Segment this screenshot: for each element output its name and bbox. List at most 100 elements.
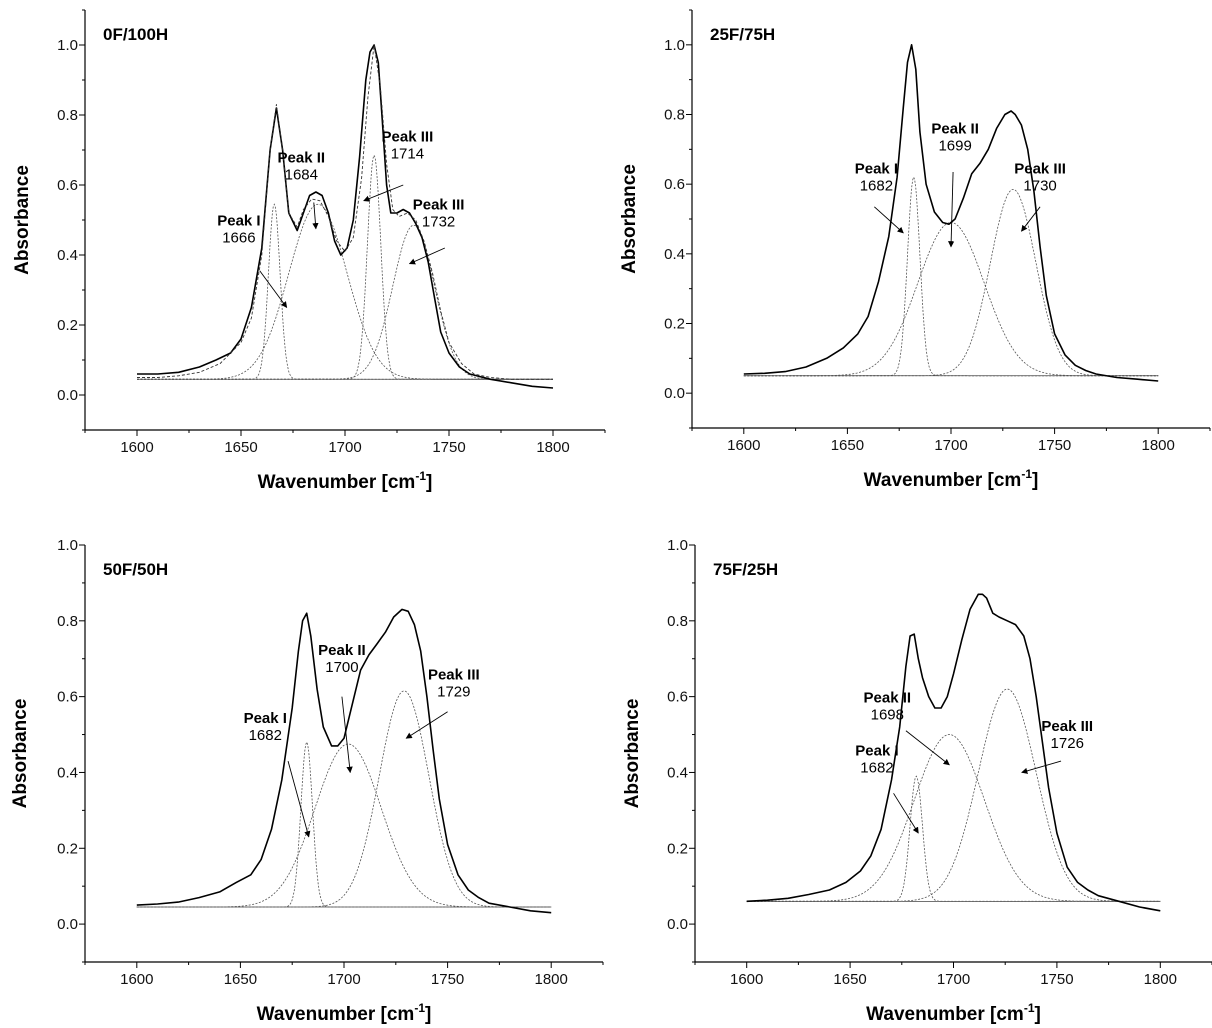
peak-label-wavenumber: 1666 bbox=[222, 229, 255, 246]
y-tick-label: 1.0 bbox=[667, 537, 688, 554]
y-tick-label: 0.2 bbox=[664, 316, 685, 333]
x-axis-title: Wavenumber [cm-1] bbox=[864, 467, 1039, 491]
peak-label-name: Peak I bbox=[244, 710, 287, 727]
measured-curve bbox=[136, 608, 552, 914]
x-tick-label: 1600 bbox=[730, 971, 763, 988]
x-tick-label: 1650 bbox=[224, 439, 257, 456]
y-tick-label: 0.0 bbox=[664, 385, 685, 402]
peak-label-name: Peak III bbox=[1014, 161, 1066, 178]
y-tick-label: 1.0 bbox=[664, 37, 685, 54]
y-tick-label: 0.8 bbox=[57, 613, 78, 630]
panel-title: 25F/75H bbox=[710, 25, 775, 44]
x-tick-label: 1750 bbox=[431, 971, 464, 988]
component-peak-curve bbox=[743, 176, 1159, 377]
peak-label-name: Peak I bbox=[217, 212, 260, 229]
x-axis-title: Wavenumber [cm-1] bbox=[257, 1001, 432, 1025]
y-tick-label: 0.4 bbox=[57, 247, 78, 264]
y-tick-label: 1.0 bbox=[57, 37, 78, 54]
measured-curve bbox=[137, 44, 554, 389]
component-peak-curve bbox=[136, 743, 552, 908]
peak-arrow bbox=[405, 711, 448, 739]
peak-arrow bbox=[905, 730, 950, 766]
x-tick-label: 1600 bbox=[120, 971, 153, 988]
measured-curve bbox=[743, 44, 1159, 382]
peak-label-wavenumber: 1714 bbox=[391, 145, 424, 162]
y-tick-label: 0.8 bbox=[667, 613, 688, 630]
peak-label-name: Peak II bbox=[278, 149, 326, 166]
y-tick-label: 0.6 bbox=[57, 177, 78, 194]
component-peak-curve bbox=[746, 734, 1161, 902]
component-peak-curve bbox=[136, 740, 552, 908]
peak-label-name: Peak II bbox=[864, 689, 912, 706]
peak-label-name: Peak II bbox=[318, 642, 366, 659]
y-tick-label: 0.2 bbox=[57, 840, 78, 857]
peak-arrow bbox=[874, 206, 904, 234]
component-peak-curve bbox=[743, 188, 1159, 377]
y-tick-label: 0.0 bbox=[667, 916, 688, 933]
component-peak-curve bbox=[746, 688, 1161, 902]
peak-arrow bbox=[893, 793, 919, 834]
x-tick-label: 1800 bbox=[535, 971, 568, 988]
y-axis-title: Absorbance bbox=[10, 699, 31, 809]
x-axis-title: Wavenumber [cm-1] bbox=[866, 1001, 1041, 1025]
panel-2: 1600 1650 1700 1750 1800 0.0 0.2 0.4 0.6 0.8 1.0 Wa… bbox=[10, 537, 604, 1025]
peak-label-wavenumber: 1682 bbox=[860, 178, 893, 195]
peak-arrow bbox=[408, 247, 446, 265]
peak-arrow bbox=[363, 184, 404, 202]
peak-label-wavenumber: 1698 bbox=[871, 706, 904, 723]
x-axis-title: Wavenumber [cm-1] bbox=[258, 469, 433, 493]
y-axis-title: Absorbance bbox=[619, 164, 640, 274]
peak-label-name: Peak III bbox=[382, 128, 434, 145]
component-peak-curve bbox=[137, 203, 553, 380]
peak-label-name: Peak III bbox=[1041, 718, 1093, 735]
peak-arrow bbox=[1021, 206, 1041, 232]
y-tick-label: 0.6 bbox=[664, 176, 685, 193]
y-tick-label: 0.0 bbox=[57, 387, 78, 404]
peak-label-wavenumber: 1682 bbox=[249, 727, 282, 744]
peak-arrow bbox=[948, 171, 955, 248]
fitted-sum-curve bbox=[137, 44, 553, 380]
peak-label-wavenumber: 1730 bbox=[1023, 178, 1056, 195]
y-tick-label: 0.8 bbox=[57, 107, 78, 124]
x-tick-label: 1700 bbox=[934, 437, 967, 454]
measured-curve bbox=[746, 593, 1161, 912]
x-tick-label: 1800 bbox=[536, 439, 569, 456]
x-tick-label: 1600 bbox=[120, 439, 153, 456]
y-tick-label: 1.0 bbox=[57, 537, 78, 554]
peak-label-name: Peak III bbox=[428, 667, 480, 684]
component-peak-curve bbox=[137, 203, 553, 380]
peak-arrow bbox=[312, 202, 319, 230]
x-tick-label: 1750 bbox=[1040, 971, 1073, 988]
y-tick-label: 0.4 bbox=[664, 246, 685, 263]
x-tick-label: 1700 bbox=[937, 971, 970, 988]
y-tick-label: 0.2 bbox=[667, 840, 688, 857]
y-tick-label: 0.6 bbox=[57, 689, 78, 706]
y-tick-label: 0.0 bbox=[57, 916, 78, 933]
x-tick-label: 1650 bbox=[833, 971, 866, 988]
x-tick-label: 1800 bbox=[1142, 437, 1175, 454]
panel-title: 0F/100H bbox=[103, 25, 168, 44]
x-tick-label: 1750 bbox=[1038, 437, 1071, 454]
peak-label-name: Peak I bbox=[855, 742, 898, 759]
x-tick-label: 1650 bbox=[831, 437, 864, 454]
component-peak-curve bbox=[746, 775, 1161, 902]
x-tick-label: 1700 bbox=[328, 439, 361, 456]
peak-arrow bbox=[287, 760, 311, 838]
y-axis-title: Absorbance bbox=[12, 165, 33, 275]
peak-label-name: Peak III bbox=[413, 197, 465, 214]
component-peak-curve bbox=[137, 224, 553, 380]
component-peak-curve bbox=[136, 690, 552, 908]
x-tick-label: 1750 bbox=[432, 439, 465, 456]
peak-label-wavenumber: 1729 bbox=[437, 684, 470, 701]
component-peak-curve bbox=[137, 154, 553, 380]
x-tick-label: 1700 bbox=[327, 971, 360, 988]
peak-arrow bbox=[1021, 760, 1062, 774]
x-tick-label: 1800 bbox=[1144, 971, 1177, 988]
peak-label-name: Peak I bbox=[855, 161, 898, 178]
x-tick-label: 1650 bbox=[224, 971, 257, 988]
peak-arrow bbox=[341, 696, 353, 774]
peak-label-wavenumber: 1682 bbox=[860, 759, 893, 776]
peak-label-wavenumber: 1684 bbox=[285, 166, 318, 183]
peak-label-wavenumber: 1700 bbox=[325, 659, 358, 676]
peak-label-wavenumber: 1699 bbox=[938, 138, 971, 155]
